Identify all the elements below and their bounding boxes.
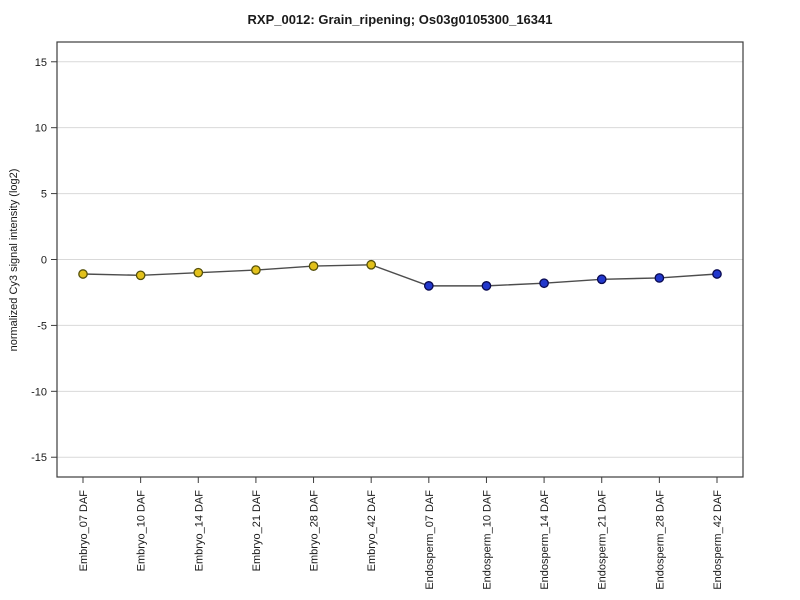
data-point bbox=[481, 281, 492, 291]
y-tick-label: -10 bbox=[31, 386, 47, 398]
x-tick-label: Endosperm_42 DAF bbox=[712, 490, 724, 590]
y-tick-label: 15 bbox=[35, 57, 47, 69]
data-point bbox=[135, 270, 146, 281]
data-point bbox=[423, 281, 434, 291]
data-point bbox=[193, 267, 204, 278]
y-tick-label: 10 bbox=[35, 123, 47, 135]
data-point bbox=[596, 274, 607, 285]
data-point bbox=[654, 273, 665, 283]
data-point bbox=[366, 259, 377, 270]
x-tick-label: Embryo_28 DAF bbox=[309, 490, 321, 572]
series-line bbox=[82, 264, 718, 287]
x-tick-label: Endosperm_07 DAF bbox=[424, 490, 436, 590]
x-tick-label: Embryo_10 DAF bbox=[136, 490, 148, 572]
data-point bbox=[78, 269, 88, 279]
x-tick-label: Embryo_21 DAF bbox=[251, 490, 263, 572]
plot-border bbox=[56, 41, 744, 478]
data-point bbox=[251, 265, 261, 275]
y-tick-label: -5 bbox=[37, 320, 47, 332]
x-tick-label: Endosperm_10 DAF bbox=[481, 490, 493, 590]
x-tick-label: Embryo_14 DAF bbox=[193, 490, 205, 572]
y-tick-label: 0 bbox=[41, 255, 47, 267]
data-point bbox=[712, 269, 722, 279]
chart-title: RXP_0012: Grain_ripening; Os03g0105300_1… bbox=[247, 12, 553, 27]
x-tick-label: Endosperm_28 DAF bbox=[654, 490, 666, 590]
data-point bbox=[308, 261, 319, 271]
x-tick-label: Endosperm_14 DAF bbox=[539, 490, 551, 590]
x-tick-label: Embryo_07 DAF bbox=[78, 490, 90, 572]
y-tick-label: 5 bbox=[41, 189, 47, 201]
data-point bbox=[539, 278, 549, 289]
x-tick-label: Embryo_42 DAF bbox=[366, 490, 378, 572]
x-tick-label: Endosperm_21 DAF bbox=[597, 490, 609, 590]
y-tick-label: -15 bbox=[31, 452, 47, 464]
